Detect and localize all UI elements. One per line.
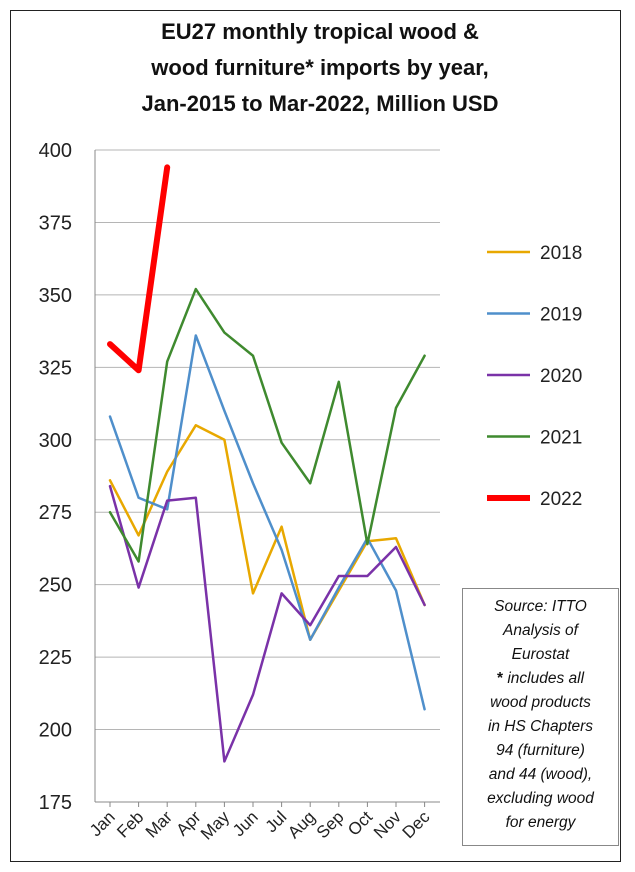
source-line-9: excluding wood <box>487 790 594 807</box>
legend-label-2021: 2021 <box>540 428 582 449</box>
series-line-2018 <box>108 424 426 641</box>
x-tick-label-jan: Jan <box>86 807 119 840</box>
x-tick-label-nov: Nov <box>370 807 405 842</box>
x-tick-label-mar: Mar <box>142 807 176 841</box>
x-tick-label-oct: Oct <box>344 807 376 839</box>
source-note: Source: ITTO Analysis of Eurostat * incl… <box>462 588 619 846</box>
x-tick-label-may: May <box>197 807 233 843</box>
y-tick-label-250: 250 <box>39 575 72 597</box>
y-tick-label-300: 300 <box>39 430 72 452</box>
y-tick-label-375: 375 <box>39 212 72 234</box>
x-tick-label-aug: Aug <box>284 807 319 842</box>
series-line-2019 <box>108 334 426 711</box>
legend-label-2020: 2020 <box>540 366 582 387</box>
series-line-2022 <box>107 164 171 374</box>
source-line-4: * includes all <box>463 667 618 691</box>
chart-title-line-2: wood furniture* imports by year, <box>151 55 489 80</box>
source-line-1: Source: ITTO <box>494 598 587 615</box>
x-tick-label-jun: Jun <box>229 807 262 840</box>
legend-label-2018: 2018 <box>540 243 582 264</box>
y-tick-label-325: 325 <box>39 357 72 379</box>
x-tick-label-apr: Apr <box>172 807 204 839</box>
footnote-star: * <box>496 670 504 687</box>
source-line-3: Eurostat <box>511 646 570 663</box>
y-tick-label-350: 350 <box>39 285 72 307</box>
series-line-2020 <box>108 484 426 763</box>
chart-title-line-1: EU27 monthly tropical wood & <box>161 19 479 44</box>
source-line-5: wood products <box>490 694 591 711</box>
source-line-6: in HS Chapters <box>487 718 594 735</box>
chart-title: EU27 monthly tropical wood & wood furnit… <box>40 14 600 122</box>
source-line-7: 94 (furniture) <box>496 742 585 759</box>
y-tick-label-200: 200 <box>39 720 72 742</box>
y-tick-label-225: 225 <box>39 647 72 669</box>
source-line-4-text: includes all <box>507 670 585 687</box>
y-tick-label-275: 275 <box>39 502 72 524</box>
series-line-2021 <box>108 287 426 563</box>
chart-title-line-3: Jan-2015 to Mar-2022, Million USD <box>141 91 499 116</box>
x-tick-label-feb: Feb <box>113 807 147 841</box>
y-tick-label-175: 175 <box>39 792 72 814</box>
x-tick-label-dec: Dec <box>399 807 434 842</box>
source-line-2: Analysis of <box>503 622 578 639</box>
y-tick-label-400: 400 <box>39 140 72 162</box>
x-tick-label-sep: Sep <box>313 807 348 842</box>
source-line-8: and 44 (wood), <box>488 766 593 783</box>
legend-label-2019: 2019 <box>540 305 582 326</box>
legend-label-2022: 2022 <box>540 489 582 510</box>
source-line-10: for energy <box>505 814 576 831</box>
